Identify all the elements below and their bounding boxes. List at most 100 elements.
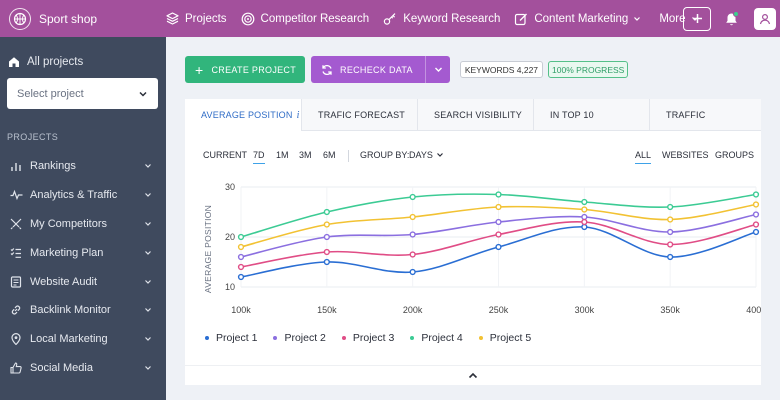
data-point — [323, 208, 330, 216]
create-project-button[interactable]: + CREATE PROJECT — [185, 56, 306, 83]
tab-label: IN TOP 10 — [550, 110, 594, 120]
sidebar-item-label: Backlink Monitor — [30, 304, 111, 317]
x-tick-label: 300k — [575, 305, 595, 315]
average-position-chart: AVERAGE POSITION 10 20 30 100k 150k 200k 250k 3… — [203, 182, 761, 315]
data-point — [495, 231, 502, 238]
legend-item-project-4[interactable]: Project 4 — [410, 332, 463, 344]
x-tick-label: 200k — [403, 305, 423, 315]
refresh-icon — [322, 64, 332, 75]
chevron-down-icon — [139, 91, 147, 97]
period-3m[interactable]: 3M — [299, 150, 312, 160]
nav-content-marketing-label: Content Marketing — [534, 12, 629, 25]
data-point — [581, 213, 588, 221]
data-point — [323, 258, 330, 266]
legend-label: Project 2 — [284, 332, 326, 344]
sidebar-menu: Rankings Analytics & Traffic My Competit… — [0, 152, 166, 382]
target-icon — [241, 12, 254, 25]
data-point — [581, 206, 588, 213]
sidebar-item-backlink-monitor[interactable]: Backlink Monitor — [0, 296, 166, 325]
data-point — [752, 228, 760, 236]
tab-average-position[interactable]: AVERAGE POSITION i — [185, 99, 302, 131]
tab-trafic-forecast[interactable]: TRAFIC FORECAST — [302, 99, 418, 131]
filter-all[interactable]: ALL — [635, 150, 652, 164]
x-tick-label: 150k — [317, 305, 337, 315]
sidebar-item-my-competitors[interactable]: My Competitors — [0, 210, 166, 239]
y-tick-label: 20 — [225, 232, 235, 242]
nav-content-marketing[interactable]: Content Marketing — [514, 12, 641, 26]
legend-item-project-3[interactable]: Project 3 — [341, 332, 394, 344]
chevron-down-icon — [145, 164, 151, 169]
chart-tabs: AVERAGE POSITION i TRAFIC FORECAST SEARC… — [185, 99, 761, 131]
group-by-select[interactable]: DAYS — [409, 150, 444, 160]
filter-groups[interactable]: GROUPS — [715, 150, 755, 160]
chevron-down-icon — [436, 153, 443, 157]
info-icon[interactable]: i — [296, 109, 300, 121]
brand[interactable]: Sport shop — [0, 0, 166, 37]
project-select-placeholder: Select project — [17, 87, 84, 100]
data-point — [752, 201, 760, 208]
data-point — [752, 211, 760, 218]
data-point — [495, 218, 502, 226]
chart-legend: Project 1 Project 2 Project 3 Project 4 Proj… — [205, 332, 547, 344]
chevron-up-icon — [468, 372, 478, 378]
main-nav: Projects Competitor Research Keyword Res… — [166, 0, 713, 37]
nav-competitor-research-label: Competitor Research — [260, 12, 370, 25]
legend-label: Project 5 — [489, 332, 532, 344]
sidebar-item-website-audit[interactable]: Website Audit — [0, 267, 166, 296]
legend-item-project-1[interactable]: Project 1 — [205, 332, 257, 344]
legend-swatch — [341, 336, 346, 340]
tab-traffic[interactable]: TRAFFIC — [650, 99, 761, 131]
legend-item-project-2[interactable]: Project 2 — [273, 332, 326, 344]
home-icon — [9, 57, 19, 67]
tab-label: SEARCH VISIBILITY — [434, 110, 522, 120]
bar-chart-icon — [11, 163, 21, 172]
x-tick-label: 100k — [231, 305, 251, 315]
user-avatar[interactable] — [754, 7, 776, 30]
project-select[interactable]: Select project — [7, 78, 158, 109]
sidebar-item-rankings[interactable]: Rankings — [0, 152, 166, 181]
legend-swatch — [273, 336, 278, 340]
x-tick-label: 400k — [746, 305, 761, 315]
period-1m[interactable]: 1M — [276, 150, 289, 160]
sidebar-item-label: My Competitors — [30, 217, 108, 230]
nav-keyword-research[interactable]: Keyword Research — [383, 12, 500, 26]
basketball-logo-icon — [9, 7, 31, 30]
data-point — [323, 233, 330, 241]
data-point — [667, 253, 674, 261]
chevron-down-icon — [634, 16, 641, 21]
data-point — [667, 241, 674, 248]
x-tick-label: 250k — [489, 305, 509, 315]
sidebar-item-local-marketing[interactable]: Local Marketing — [0, 325, 166, 354]
nav-projects[interactable]: Projects — [166, 12, 227, 25]
nav-competitor-research[interactable]: Competitor Research — [241, 12, 370, 26]
action-bar: + CREATE PROJECT RECHECK DATA KEYWORDS 4… — [185, 56, 629, 83]
chevron-down-icon[interactable] — [434, 65, 443, 74]
collapse-chart-button[interactable] — [185, 365, 761, 385]
filter-websites[interactable]: WEBSITES — [662, 150, 709, 160]
current-toggle[interactable]: CURRENT — [203, 150, 247, 160]
x-tick-label: 350k — [660, 305, 680, 315]
sidebar-item-marketing-plan[interactable]: Marketing Plan — [0, 238, 166, 267]
sidebar-item-social-media[interactable]: Social Media — [0, 354, 166, 383]
sidebar-item-label: Social Media — [30, 361, 93, 374]
data-point — [495, 191, 502, 198]
data-point — [581, 198, 588, 206]
data-point — [409, 193, 416, 201]
all-projects-link[interactable]: All projects — [0, 37, 166, 73]
thumbs-up-icon — [10, 362, 22, 374]
tab-in-top-10[interactable]: IN TOP 10 — [534, 99, 650, 131]
sidebar-item-analytics-traffic[interactable]: Analytics & Traffic — [0, 181, 166, 210]
legend-item-project-5[interactable]: Project 5 — [478, 332, 532, 344]
period-7d[interactable]: 7D — [253, 150, 265, 164]
group-by-label: GROUP BY: — [360, 150, 410, 160]
tab-search-visibility[interactable]: SEARCH VISIBILITY — [418, 99, 534, 131]
data-point — [667, 228, 674, 236]
notification-dot — [733, 10, 739, 17]
plus-icon: + — [195, 61, 204, 78]
add-button[interactable] — [683, 6, 711, 31]
period-6m[interactable]: 6M — [323, 150, 336, 160]
recheck-data-button[interactable]: RECHECK DATA — [311, 56, 450, 83]
chevron-down-icon — [145, 279, 151, 284]
legend-swatch — [410, 336, 415, 340]
notifications-button[interactable] — [725, 10, 739, 26]
